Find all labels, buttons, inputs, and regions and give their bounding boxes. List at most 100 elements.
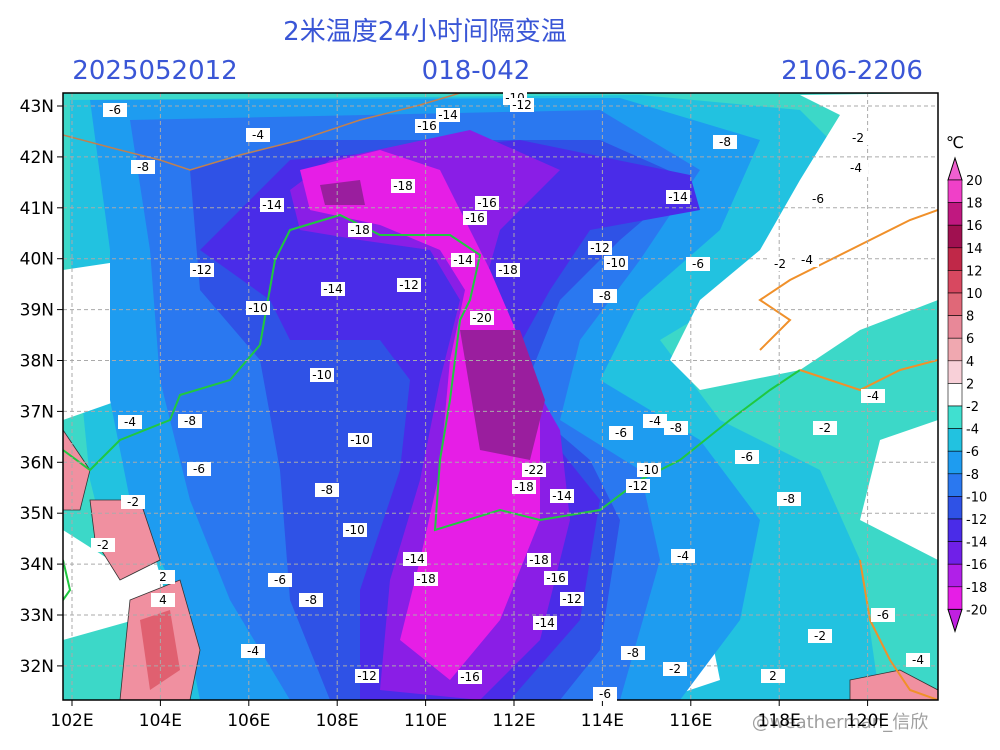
contour-label: -12 [510,98,534,112]
contour-label-text: -4 [649,414,661,428]
colorbar-label: -14 [966,536,987,551]
colorbar-label: -12 [966,513,987,528]
colorbar-label: -4 [966,423,979,438]
contour-label: 2 [761,669,785,683]
contour-label: -2 [768,257,792,271]
contour-label-text: -10 [606,256,626,270]
contour-label-text: -14 [552,489,572,503]
contour-label: -8 [315,483,339,497]
lat-label: 32N [20,657,54,677]
contour-label-box [151,593,175,607]
lat-label: 36N [20,453,54,473]
contour-label: -14 [260,198,284,212]
colorbar-swatch [947,383,963,407]
contour-label-text: -18 [350,223,370,237]
contour-label: -4 [671,549,695,563]
contour-label-box [436,108,460,122]
contour-label-text: -22 [524,463,544,477]
contour-label-text: -6 [615,426,627,440]
contour-label-text: -12 [399,278,419,292]
colorbar-label: 16 [966,219,983,234]
contour-label-box [475,196,499,210]
contour-label-text: -4 [247,644,259,658]
valid-time: 2106-2206 [781,56,923,86]
contour-label-box [663,662,687,676]
contour-label-box [643,414,667,428]
lon-label: 116E [669,711,712,731]
contour-label-box [593,289,617,303]
colorbar-label: -16 [966,558,987,573]
contour-label-box [348,433,372,447]
colorbar-swatch [947,202,963,226]
colorbar-swatch [947,315,963,339]
contour-label-box [761,669,785,683]
lat-label: 33N [20,606,54,626]
contour-label-text: -8 [321,483,333,497]
contour-label-box [463,211,487,225]
contour-label: -18 [512,480,536,494]
contour-label-box [533,616,557,630]
contour-label-box [626,479,650,493]
contour-label: -8 [713,135,737,149]
contour-label-text: -12 [192,263,212,277]
contour-label-box [451,253,475,267]
colorbar-label: 4 [966,355,974,370]
lon-label: 112E [492,711,535,731]
contour-label: -14 [666,190,690,204]
contour-label: -18 [496,263,520,277]
contour-label-text: 2 [159,570,167,584]
contour-label-box [268,573,292,587]
colorbar-swatch [947,292,963,316]
contour-label-text: -4 [677,549,689,563]
lon-label: 104E [139,711,182,731]
lat-label: 38N [20,352,54,372]
contour-label-text: -18 [498,263,518,277]
contour-label-text: -12 [357,669,377,683]
contour-label: -10 [343,523,367,537]
contour-label: -16 [415,119,439,133]
contour-label-text: -6 [812,192,824,206]
contour-label: -18 [527,553,551,567]
contour-label: -4 [844,161,868,175]
contour-label-text: -4 [252,128,264,142]
contour-label-box [813,421,837,435]
colorbar-label: -18 [966,581,987,596]
contour-label-text: -16 [460,670,480,684]
contour-label-box [260,198,284,212]
contour-label: -2 [846,131,870,145]
contour-label: -16 [544,571,568,585]
contour-label: -8 [664,421,688,435]
contour-label-box [348,223,372,237]
contour-label: -8 [777,492,801,506]
contour-label-text: -16 [546,571,566,585]
contour-label-text: -14 [668,190,688,204]
contour-label-text: -18 [514,480,534,494]
colorbar-swatch [947,586,963,610]
contour-label-box [190,263,214,277]
contour-label-text: -18 [393,179,413,193]
lat-label: 37N [20,402,54,422]
contour-label: -6 [686,257,710,271]
contour-label: -2 [813,421,837,435]
title: 2米温度24小时间隔变温 [283,17,567,47]
colorbar-label: 10 [966,287,983,302]
contour-label: -4 [643,414,667,428]
contour-label: -4 [906,653,930,667]
contour-label-text: -6 [193,462,205,476]
contour-label: -14 [533,616,557,630]
contour-label-text: -14 [262,198,282,212]
contour-label: -6 [735,450,759,464]
contour-label-box [178,414,202,428]
contour-label-box [609,426,633,440]
contour-label-text: -2 [774,257,786,271]
contour-label-box [321,282,345,296]
contour-label: -6 [187,462,211,476]
contour-label-box [187,462,211,476]
colorbar-tip [947,608,963,634]
contour-label-box [844,161,868,175]
contour-label-text: -2 [97,538,109,552]
colorbar-label: 6 [966,332,974,347]
lon-label: 106E [227,711,270,731]
contour-label: -8 [299,593,323,607]
graticule [63,93,938,700]
